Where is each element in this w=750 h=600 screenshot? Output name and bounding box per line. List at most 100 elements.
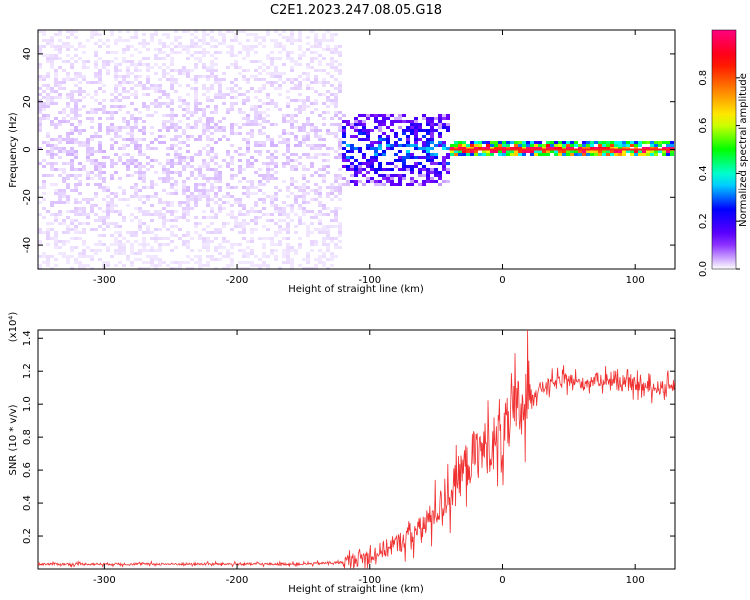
heatmap-cell (242, 102, 246, 105)
heatmap-cell (414, 138, 418, 141)
heatmap-cell (230, 87, 234, 90)
heatmap-cell (298, 264, 302, 267)
heatmap-cell (330, 117, 334, 120)
heatmap-cell (82, 78, 86, 81)
heatmap-cell (258, 36, 262, 39)
heatmap-cell (186, 48, 190, 51)
heatmap-cell (226, 45, 230, 48)
heatmap-cell (282, 132, 286, 135)
heatmap-cell (126, 204, 130, 207)
heatmap-cell (98, 123, 102, 126)
heatmap-cell (254, 60, 258, 63)
heatmap-cell (442, 126, 446, 129)
heatmap-cell (338, 51, 342, 54)
heatmap-cell (390, 129, 394, 132)
heatmap-cell (226, 264, 230, 267)
heatmap-cell (466, 153, 470, 156)
heatmap-cell (338, 72, 342, 75)
heatmap-cell (206, 120, 210, 123)
heatmap-cell (86, 255, 90, 258)
heatmap-cell (370, 144, 374, 147)
heatmap-cell (206, 237, 210, 240)
heatmap-cell (214, 168, 218, 171)
heatmap-cell (318, 45, 322, 48)
heatmap-cell (66, 132, 70, 135)
heatmap-cell (294, 120, 298, 123)
heatmap-cell (210, 138, 214, 141)
heatmap-cell (50, 99, 54, 102)
heatmap-cell (266, 102, 270, 105)
heatmap-cell (134, 195, 138, 198)
heatmap-cell (274, 75, 278, 78)
heatmap-cell (402, 174, 406, 177)
heatmap-cell (138, 195, 142, 198)
heatmap-cell (334, 51, 338, 54)
heatmap-cell (270, 174, 274, 177)
heatmap-cell (74, 153, 78, 156)
heatmap-cell (218, 246, 222, 249)
heatmap-cell (66, 54, 70, 57)
heatmap-cell (338, 207, 342, 210)
heatmap-cell (326, 45, 330, 48)
heatmap-cell (138, 111, 142, 114)
heatmap-cell (262, 177, 266, 180)
heatmap-cell (138, 198, 142, 201)
heatmap-cell (354, 126, 358, 129)
heatmap-cell (314, 132, 318, 135)
heatmap-cell (250, 87, 254, 90)
heatmap-cell (318, 261, 322, 264)
heatmap-cell (242, 237, 246, 240)
heatmap-cell (358, 171, 362, 174)
heatmap-cell (74, 90, 78, 93)
heatmap-cell (538, 141, 542, 144)
heatmap-cell (150, 261, 154, 264)
heatmap-cell (338, 45, 342, 48)
heatmap-cell (294, 126, 298, 129)
heatmap-cell (386, 117, 390, 120)
heatmap-cell (50, 168, 54, 171)
heatmap-cell (430, 126, 434, 129)
heatmap-cell (502, 141, 506, 144)
heatmap-cell (330, 33, 334, 36)
heatmap-cell (438, 171, 442, 174)
heatmap-cell (422, 114, 426, 117)
heatmap-cell (278, 207, 282, 210)
heatmap-cell (398, 117, 402, 120)
heatmap-cell (274, 81, 278, 84)
heatmap-cell (98, 168, 102, 171)
heatmap-cell (262, 237, 266, 240)
heatmap-cell (390, 144, 394, 147)
heatmap-cell (286, 243, 290, 246)
heatmap-cell (74, 36, 78, 39)
heatmap-cells (38, 30, 675, 270)
heatmap-cell (342, 159, 346, 162)
heatmap-cell (70, 237, 74, 240)
heatmap-cell (194, 177, 198, 180)
heatmap-cell (162, 135, 166, 138)
heatmap-cell (186, 51, 190, 54)
heatmap-cell (334, 237, 338, 240)
heatmap-cell (62, 180, 66, 183)
heatmap-cell (94, 51, 98, 54)
heatmap-cell (98, 234, 102, 237)
heatmap-cell (190, 126, 194, 129)
heatmap-cell (318, 231, 322, 234)
heatmap-cell (86, 141, 90, 144)
heatmap-cell (170, 144, 174, 147)
heatmap-cell (154, 99, 158, 102)
heatmap-cell (82, 141, 86, 144)
heatmap-cell (90, 126, 94, 129)
heatmap-cell (270, 144, 274, 147)
heatmap-cell (274, 177, 278, 180)
heatmap-cell (330, 186, 334, 189)
heatmap-cell (206, 168, 210, 171)
heatmap-cell (214, 156, 218, 159)
heatmap-cell (334, 156, 338, 159)
heatmap-cell (274, 204, 278, 207)
heatmap-cell (174, 219, 178, 222)
heatmap-cell (46, 144, 50, 147)
heatmap-cell (266, 33, 270, 36)
heatmap-cell (230, 129, 234, 132)
heatmap-cell (246, 162, 250, 165)
heatmap-cell (206, 42, 210, 45)
